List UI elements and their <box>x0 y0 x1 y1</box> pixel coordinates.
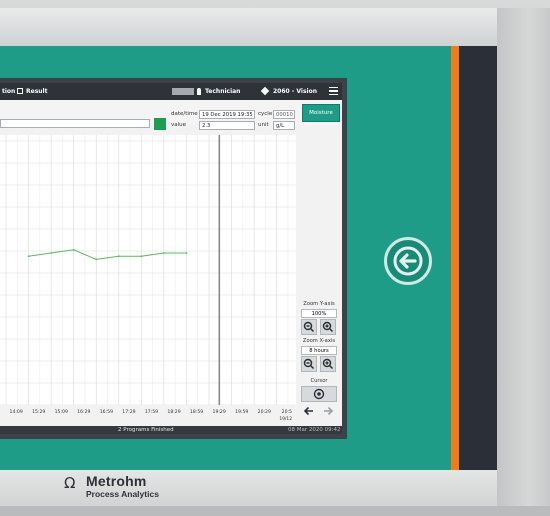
x-tick-label: 19:59 <box>235 409 248 415</box>
zoom-y-label: Zoom Y-axis <box>303 301 335 307</box>
x-axis: 13:2914:0915:2915:0916:2916:5917:2917:59… <box>0 405 300 423</box>
cycle-label: cycle <box>258 111 273 117</box>
data-point <box>50 252 53 254</box>
status-icons <box>172 88 194 95</box>
cursor-button[interactable] <box>301 386 337 402</box>
series-line <box>28 249 187 260</box>
x-axis-labels: 13:2914:0915:2915:0916:2916:5917:2917:59… <box>0 409 292 422</box>
bottom-bezel <box>0 470 497 506</box>
data-point <box>185 252 188 254</box>
x-tick-label: 20:29 <box>258 409 271 415</box>
dark-stripe <box>459 46 497 470</box>
zoom-out-icon <box>303 358 315 370</box>
cursor-left-button[interactable] <box>301 404 317 418</box>
brand-logo: Ω Metrohm Process Analytics <box>64 473 159 500</box>
cycle-field: 00010 <box>273 110 295 119</box>
chart-plot <box>0 135 311 406</box>
user-icon <box>197 88 201 95</box>
cursor-right-button[interactable] <box>320 404 336 418</box>
data-point <box>27 255 30 258</box>
status-timestamp: 08 Mar 2020 09:42 <box>288 427 341 433</box>
x-tick-label: 16:59 <box>100 409 113 415</box>
touch-screen: tion Result Technician 2060 - Vision dat… <box>0 83 342 434</box>
x-date-label: 19/12 <box>279 416 292 422</box>
zoom-y-in-button[interactable] <box>320 319 336 335</box>
zoom-panel: Zoom Y-axis 100% Zoom X-axis 8 hours Cur… <box>299 135 339 419</box>
arrow-left-icon <box>303 406 313 416</box>
home-button[interactable] <box>384 237 432 285</box>
zoom-y-value: 100% <box>301 309 337 318</box>
data-point <box>95 258 98 261</box>
zoom-in-icon <box>322 358 334 370</box>
trend-chart[interactable] <box>0 135 311 406</box>
x-tick-label: 17:29 <box>122 409 135 415</box>
tag-icon <box>260 86 270 96</box>
zoom-x-out-button[interactable] <box>301 356 317 372</box>
x-tick-label: 18:29 <box>167 409 180 415</box>
x-tick-label: 14:09 <box>10 409 23 415</box>
brand-subtitle: Process Analytics <box>86 489 159 499</box>
zoom-x-label: Zoom X-axis <box>302 338 336 344</box>
value-label: value <box>171 122 187 128</box>
target-icon <box>313 388 325 400</box>
enter-arrow-icon <box>393 246 423 276</box>
side-panel <box>497 8 550 506</box>
unit-field: g/L <box>273 121 295 130</box>
x-tick-label: 16:29 <box>77 409 90 415</box>
x-tick-label: 20:5 <box>282 409 292 415</box>
status-indicator <box>154 118 166 130</box>
menu-icon[interactable] <box>329 87 338 95</box>
status-bar: 2 Programs Finished 08 Mar 2020 09:42 <box>0 426 342 434</box>
data-point <box>162 252 165 254</box>
moisture-button[interactable]: Moisture <box>302 104 340 122</box>
zoom-x-value: 8 hours <box>301 346 337 355</box>
omega-icon: Ω <box>64 474 76 492</box>
zoom-out-icon <box>303 321 315 333</box>
top-bezel <box>0 8 499 46</box>
x-tick-label: 18:59 <box>190 409 203 415</box>
tab-label[interactable]: tion <box>2 88 16 95</box>
header-panel: date/time 19 Dec 2019 19:35 cycle 00010 … <box>0 100 342 130</box>
x-tick-label: 15:09 <box>55 409 68 415</box>
result-icon <box>17 88 23 94</box>
orange-stripe <box>451 46 459 470</box>
x-tick-label: 17:59 <box>145 409 158 415</box>
cursor-label: Cursor <box>310 378 328 384</box>
unit-label: unit <box>258 122 269 128</box>
tab-result[interactable]: Result <box>26 88 48 95</box>
user-name[interactable]: Technician <box>205 88 241 95</box>
arrow-right-icon <box>324 406 334 416</box>
brand-name: Metrohm <box>86 473 147 489</box>
value-field: 2.3 <box>199 121 255 130</box>
datetime-field: 19 Dec 2019 19:35 <box>199 110 255 119</box>
x-tick-label: 15:29 <box>32 409 45 415</box>
status-message: 2 Programs Finished <box>118 427 174 433</box>
zoom-in-icon <box>322 321 334 333</box>
top-bar: tion Result Technician 2060 - Vision <box>0 83 342 100</box>
data-point <box>117 255 120 258</box>
x-tick-label: 19:29 <box>213 409 226 415</box>
data-point <box>140 255 143 258</box>
datetime-label: date/time <box>171 111 198 117</box>
device-name: 2060 - Vision <box>273 88 317 95</box>
program-field[interactable] <box>0 119 150 128</box>
zoom-y-out-button[interactable] <box>301 319 317 335</box>
data-point <box>72 248 75 251</box>
zoom-x-in-button[interactable] <box>320 356 336 372</box>
